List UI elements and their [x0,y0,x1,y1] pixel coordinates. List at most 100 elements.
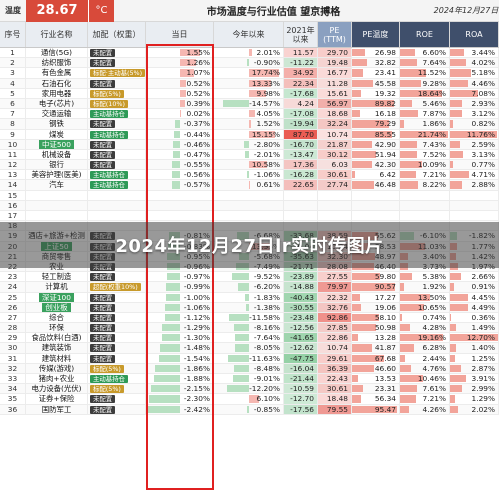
row-industry-name[interactable]: 环保 [26,323,88,333]
table-row[interactable]: 5 家用电器 标配(5%) 0.52% 9.98% -17.68 15.61 19.32 18.… [0,88,499,99]
row-industry-name[interactable]: 有色金属 [26,68,88,78]
row-industry-name[interactable]: 食品饮料(白酒) [26,333,88,343]
header-tag[interactable]: 加配（权重） [88,22,146,47]
row-industry-name[interactable]: 计算机 [26,282,88,292]
table-row[interactable]: 32 传媒(游戏) 标配(5%) -1.86% -8.48% -16.04 36.39 46.… [0,363,499,374]
row-industry-name[interactable]: 通信(5G) [26,48,88,58]
row-roe: 7.43% [400,139,450,149]
row-industry-name[interactable]: 家用电器 [26,88,88,98]
row-industry-name[interactable]: 石油石化 [26,78,88,88]
value-bar [173,140,180,148]
row-industry-name[interactable]: 煤炭 [26,129,88,139]
allocation-badge: 未配置 [90,59,116,68]
table-row[interactable]: 16 [0,200,499,211]
row-industry-name[interactable]: 深证100 [26,292,88,302]
cell-value: -30.55 [290,302,314,312]
row-industry-name[interactable]: 建筑装饰 [26,343,88,353]
row-ytd-change: 10.58% [214,160,284,170]
row-roe: 7.52% [400,149,450,160]
row-industry-name[interactable]: 纺织服饰 [26,58,88,68]
row-industry-name[interactable]: 建筑材料 [26,353,88,363]
row-industry-name[interactable]: 汽车 [26,180,88,190]
row-industry-name[interactable]: 美容护理(医美) [26,170,88,180]
row-industry-name[interactable]: 机械设备 [26,149,88,160]
header-pe[interactable]: PE (TTM) [318,22,352,47]
row-industry-name[interactable]: 国防军工 [26,404,88,414]
table-row[interactable]: 9 煤炭 主动基持仓 -0.44% 15.15% 87.70 10.74 85.55 21.74… [0,129,499,140]
header-2021[interactable]: 2021年以来 [284,22,318,47]
value-bar [450,140,461,148]
table-row[interactable]: 29 食品饮料(白酒) 未配置 -1.30% -7.64% -41.65 22.86 13.2… [0,333,499,344]
table-row[interactable]: 36 国防军工 未配置 -2.42% -0.85% -17.56 79.55 95.47 4.2… [0,404,499,415]
table-row[interactable]: 15 [0,190,499,201]
table-row[interactable]: 12 银行 未配置 -0.55% 10.58% 17.36 6.03 42.30 10.09% 0… [0,160,499,171]
row-industry-name[interactable]: 轻工制造 [26,272,88,282]
header-roe[interactable]: ROE [400,22,450,47]
row-allocation: 未配置 [88,272,146,282]
cell-value: 5.18% [471,68,495,78]
row-industry-name[interactable]: 电子(芯片) [26,98,88,109]
table-row[interactable]: 24 计算机 超配(权重10%) -0.99% -6.20% -14.88 79.97 90.… [0,282,499,293]
table-row[interactable]: 30 建筑装饰 未配置 -1.48% -8.05% -12.62 10.74 41.87 6.2… [0,343,499,354]
row-ytd-change: -11.58% [214,312,284,323]
table-row[interactable]: 13 美容护理(医美) 主动基持仓 -0.56% -1.06% -16.28 30.61 6.… [0,170,499,181]
row-pe-temperature: 26.98 [352,48,400,58]
table-row[interactable]: 8 钢铁 未配置 -0.37% 1.52% -19.94 32.24 79.29 1.86% 0.… [0,119,499,130]
table-row[interactable]: 7 交通运输 主动基持仓 0.02% 4.05% -17.08 18.68 16.18 7.87… [0,109,499,120]
value-heat [318,302,351,312]
cell-value: 13.50% [417,292,446,302]
table-row[interactable]: 25 深证100 未配置 -1.00% -1.83% -40.43 22.32 17.27 13… [0,292,499,303]
table-row[interactable]: 17 [0,211,499,222]
row-industry-name[interactable]: 证券+保险 [26,394,88,404]
row-industry-name[interactable]: 中证500 [26,139,88,149]
cell-value: 1.40% [471,343,495,353]
row-industry-name[interactable] [26,200,88,210]
header-ytd[interactable]: 今年以来 [214,22,284,47]
table-row[interactable]: 1 通信(5G) 未配置 1.55% 2.01% 11.57 29.70 26.98 6.60%… [0,48,499,59]
row-roa: 2.99% [450,384,499,394]
table-row[interactable]: 35 证券+保险 未配置 -2.30% 6.10% -12.70 18.48 56.34 7.2… [0,394,499,405]
header-name[interactable]: 行业名称 [26,22,88,47]
header-pe-temperature[interactable]: PE温度 [352,22,400,47]
table-row[interactable]: 3 有色金属 标配·主动基(5%) 1.07% 17.74% 34.92 16.77 23.4… [0,68,499,79]
table-row[interactable]: 28 环保 未配置 -1.29% -8.16% -12.56 27.85 50.98 4.28%… [0,323,499,334]
row-industry-name[interactable]: 传媒(游戏) [26,363,88,373]
value-bar [248,181,250,189]
row-industry-name[interactable] [26,190,88,200]
row-allocation [88,211,146,221]
cell-value: 11.52% [417,68,446,78]
table-row[interactable]: 31 建筑材料 未配置 -1.54% -11.63% -47.75 29.61 67.68 2.… [0,353,499,364]
table-row[interactable]: 2 纺织服饰 未配置 1.26% -0.90% -11.22 19.48 32.82 7.64%… [0,58,499,69]
table-row[interactable]: 6 电子(芯片) 标配(10%) 0.39% -14.57% 4.24 56.97 89.82… [0,98,499,110]
table-row[interactable]: 23 轻工制造 未配置 -0.97% -9.52% -23.89 27.55 59.80 5.3… [0,272,499,283]
row-industry-name[interactable] [26,211,88,221]
row-industry-name[interactable]: 猪肉+农业 [26,374,88,384]
header-rank[interactable]: 序号 [0,22,26,47]
header-roa[interactable]: ROA [450,22,499,47]
row-industry-name[interactable]: 银行 [26,160,88,170]
table-row[interactable]: 27 综合 未配置 -1.12% -11.58% -23.48 92.86 58.10 0.74… [0,312,499,324]
row-industry-name[interactable]: 钢铁 [26,119,88,129]
value-bar [400,395,417,403]
cell-value: 2.59% [471,139,495,149]
cell-value: -1.88% [183,374,210,383]
cell-value: 22.34 [292,78,314,88]
allocation-badge: 主动基持仓 [90,171,128,180]
row-industry-name[interactable]: 综合 [26,312,88,323]
header-day[interactable]: 当日 [146,22,214,47]
table-row[interactable]: 4 石油石化 未配置 0.52% 13.33% 22.34 11.28 45.58 9.28% 4… [0,78,499,89]
table-row[interactable]: 14 汽车 主动基持仓 -0.57% 0.61% 22.65 27.74 46.48 8.22%… [0,180,499,191]
table-row[interactable]: 33 猪肉+农业 主动基持仓 -1.88% -9.01% -21.44 22.43 13.53… [0,374,499,385]
row-rank: 5 [0,88,26,98]
cell-value: 7.61% [422,384,446,394]
cell-value: 6.42 [379,170,396,180]
table-row[interactable]: 26 创业板 未配置 -1.06% -1.38% -30.55 32.76 19.06 10.6… [0,302,499,313]
cell-value: 29.61 [326,353,348,363]
table-row[interactable]: 11 机械设备 未配置 -0.47% -2.01% -13.47 30.12 51.94 7.5… [0,149,499,161]
value-heat [318,109,351,119]
row-industry-name[interactable]: 电力设备(光伏) [26,384,88,394]
table-row[interactable]: 34 电力设备(光伏) 标配(5%) -2.15% -12.20% -10.59 30.61… [0,384,499,395]
table-row[interactable]: 10 中证500 未配置 -0.46% -2.80% -16.70 21.87 42.90 7.… [0,139,499,150]
row-industry-name[interactable]: 创业板 [26,302,88,312]
row-industry-name[interactable]: 交通运输 [26,109,88,119]
